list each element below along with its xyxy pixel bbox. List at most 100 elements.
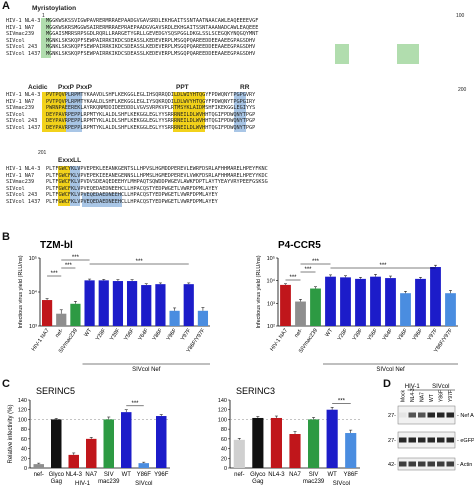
panel-label-d: D	[383, 378, 391, 390]
sequence-text: PLTFGWCYKLVPVEPEKLEEANKGENTSLLHPVSLHGMDD…	[46, 166, 268, 172]
panel-label-c: C	[2, 378, 10, 390]
blot-band	[427, 412, 435, 418]
y-tick-label: 10²	[267, 324, 275, 330]
pxxp-highlight	[66, 92, 82, 132]
bar	[70, 303, 81, 326]
bar	[86, 438, 97, 468]
sequence-text: MGGAISMRRSRPSGDLRQRLLRARGETYGRLLGEVEDGYS…	[46, 31, 259, 38]
blot-band	[446, 461, 454, 467]
y-tick-label: 140	[18, 398, 27, 404]
y-axis-label: Infectious virus yield (RLU/ns)	[256, 255, 262, 328]
alignment-block-2: HIV-1 NL4-3 PVTPQVPLRPMTYKAAVDLSHFLKEKGGL…	[0, 92, 474, 134]
sequence-name: SIVmac239	[6, 31, 35, 38]
x-tick-label: Y97F	[427, 327, 440, 342]
sequence-text: PWRNPAEEREKLAYRKQNMDDIDEEDDDLVGVSVRPKVPL…	[46, 105, 256, 112]
x-tick-label: Y86F	[152, 327, 165, 342]
sequence-text: DEYPAVRPEPPLRPMTYKLALDLSHFLKEKGGLEGLYYSR…	[46, 111, 256, 118]
x-tick-label: Y56F	[367, 327, 380, 342]
sequence-text: MGNKLSKSKQPFSEWPAIRRKIKDCSDEASSLKEDEVERP…	[46, 37, 256, 44]
y-tick-label: 10⁵	[267, 255, 275, 262]
sequence-text: DEYPAVRPEPPLRPMTYKLALDLSHFLKEKGGLEGLYYSR…	[46, 118, 256, 125]
x-tick-label: Gag	[252, 479, 263, 485]
bar	[138, 463, 149, 468]
y-tick-label: 120	[218, 408, 227, 414]
sequence-name: SIVcol 243	[6, 44, 38, 51]
y-tick-label: 0	[224, 466, 227, 472]
bar	[126, 281, 138, 326]
sequence-text: PLTFGWCFKLVPVEQEDAEDNEEHCLLHPACQSTYEDPWG…	[46, 192, 218, 199]
bar	[345, 433, 357, 468]
y-tick-label: 20	[21, 456, 27, 462]
alignment-row: SIVcol DEYPAVRPEPPLRPMTYKLALDLSHFLKEKGGLE…	[6, 112, 255, 119]
bar	[121, 412, 132, 468]
x-tick-label: NL4-3	[66, 472, 83, 478]
bar	[112, 281, 124, 326]
position-100: 100	[456, 13, 465, 19]
sequence-text: PLTFGWCFKLVPVEPEKIEEANEGENNSLLHPMSLHGMED…	[46, 172, 268, 179]
blot-group-label: SIVcol	[432, 384, 449, 390]
rr-highlight	[234, 92, 246, 132]
bar	[183, 284, 194, 326]
y-tick-label: 40	[221, 447, 227, 453]
sequence-text: PVTPQVPLRPMTYKAAVDLSHFLKEKGGLEGLIHSQRRQD…	[46, 92, 256, 98]
sequence-text: MGGKWSKRSMGGWSAIRERMRRAEPRAEPAADGVGAVSRD…	[46, 24, 259, 31]
blot-marker: 42-	[388, 462, 396, 468]
sig-marker: ***	[72, 255, 80, 261]
blot-band	[418, 412, 426, 418]
bar	[308, 419, 320, 468]
blot-marker: 27-	[388, 438, 396, 444]
bar	[400, 293, 411, 326]
bar	[445, 293, 456, 326]
exxxll-highlight-2	[70, 166, 80, 206]
bar	[270, 417, 282, 468]
motif-myristoylation: Myristoylation	[32, 5, 77, 12]
bar	[430, 267, 441, 326]
x-tick-label: Y96F	[412, 327, 425, 342]
sequence-name: SIVcol 1437	[6, 51, 41, 57]
sequence-name: SIVcol 1437	[6, 125, 41, 131]
x-tick-label: nef-	[55, 328, 65, 339]
sequence-text: MGNKLSKSKQPFSEWPAIRRKIKDCSDEASSLKEDEVERP…	[46, 51, 256, 57]
alignment-row: HIV-1 NL4-3 MGGKWSKSSVIGWPAVRERMRRAEPAADG…	[6, 18, 258, 25]
sequence-name: SIVcol	[6, 185, 25, 192]
x-tick-label: WT	[324, 327, 334, 338]
bar	[98, 280, 109, 326]
blot-band	[418, 437, 426, 443]
bar	[33, 464, 44, 468]
blot-band	[408, 461, 416, 467]
blot-band	[427, 437, 435, 443]
alignment-row: HIV-1 NA7 PLTFGWCFKLVPVEPEKIEEANEGENNSLLH…	[6, 173, 268, 180]
y-tick-label: 0	[24, 466, 27, 472]
group-label: SIVcol Nef	[132, 367, 161, 373]
sequence-text: PLTFGWCFKLVPVDVSDEAQEDEEHYLMHPAQTSQWDDPW…	[46, 179, 268, 186]
blot-strip	[397, 457, 456, 471]
green-motif-box-2	[397, 44, 419, 64]
x-tick-label: Y39F	[109, 327, 122, 342]
blot-lane-label: NA7	[419, 392, 425, 402]
x-tick-label: Glyco	[250, 472, 266, 478]
alignment-row: SIVmac239 PLTFGWCFKLVPVDVSDEAQEDEEHYLMHPA…	[6, 179, 268, 186]
panel-label-b: B	[2, 231, 10, 243]
x-tick-label: Gag	[51, 479, 62, 485]
ppt-highlight	[173, 92, 205, 132]
bar	[41, 300, 53, 326]
position-201: 201	[38, 150, 47, 156]
x-tick-label: WT	[327, 472, 337, 478]
motif-ppt: PPT	[176, 84, 189, 91]
acidic-highlight	[42, 92, 66, 132]
bar	[51, 419, 62, 468]
panel-d-western-blot: HIV-1 SIVcol Mock NL4-3 NA7 WT Y86F Y97F 27- - Ne…	[388, 384, 474, 471]
sequence-name: SIVmac239	[6, 105, 35, 112]
panel-c-charts: SERINC5 0 20 40 60 80 100 120 140 Relative infect…	[8, 386, 360, 487]
sequence-name: SIVcol	[6, 111, 25, 118]
position-1: 1	[42, 13, 45, 19]
bar	[141, 285, 152, 326]
chart-title: SERINC3	[236, 386, 275, 396]
group-label: SIVcol	[135, 481, 152, 487]
blot-band	[408, 437, 416, 443]
alignment-row: HIV-1 NL4-3 PVTPQVPLRPMTYKAAVDLSHFLKEKGGL…	[6, 92, 255, 99]
sequence-name: HIV-1 NL4-3	[6, 166, 41, 172]
x-tick-label: mac239	[303, 479, 325, 485]
blot-lane-label: Mock	[400, 390, 406, 402]
alignment-row: SIVcol 243 PLTFGWCFKLVPVEQEDAEDNEEHCLLHPA…	[6, 192, 218, 199]
